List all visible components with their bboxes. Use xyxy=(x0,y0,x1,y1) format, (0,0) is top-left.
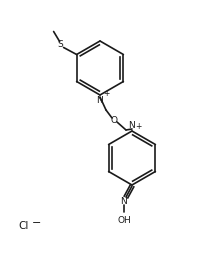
Text: S: S xyxy=(57,40,63,49)
Text: −: − xyxy=(32,218,41,228)
Text: N: N xyxy=(127,121,134,130)
Text: +: + xyxy=(135,121,141,130)
Text: +: + xyxy=(103,88,109,98)
Text: O: O xyxy=(110,115,117,125)
Text: Cl: Cl xyxy=(18,221,28,231)
Text: N: N xyxy=(120,197,127,205)
Text: N: N xyxy=(96,96,102,105)
Text: OH: OH xyxy=(117,216,130,225)
